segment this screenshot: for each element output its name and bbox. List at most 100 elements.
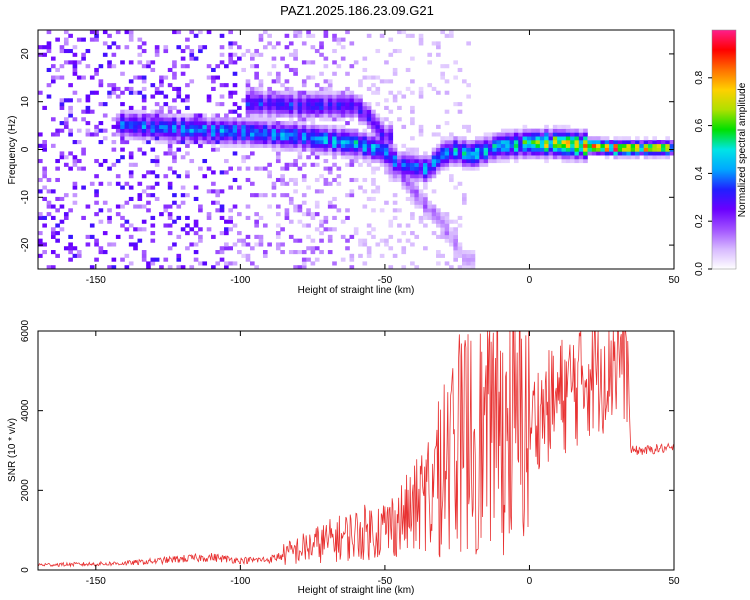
heatmap-cell xyxy=(375,117,381,122)
heatmap-cell xyxy=(544,132,549,137)
heatmap-cell xyxy=(427,83,433,88)
heatmap-cell xyxy=(314,151,320,156)
heatmap-cell xyxy=(332,33,337,38)
heatmap-cell xyxy=(297,204,303,209)
heatmap-cell xyxy=(405,181,411,186)
heatmap-cell xyxy=(401,30,407,35)
heatmap-cell xyxy=(94,189,99,194)
heatmap-cell xyxy=(262,124,268,129)
heatmap-cell xyxy=(323,166,329,171)
heatmap-cell xyxy=(522,151,528,156)
heatmap-cell xyxy=(483,147,489,152)
heatmap-cell xyxy=(219,215,225,220)
heatmap-cell xyxy=(185,132,190,137)
heatmap-cell xyxy=(397,105,402,110)
heatmap-cell xyxy=(375,155,381,160)
heatmap-cell xyxy=(228,124,233,129)
heatmap-cell xyxy=(505,151,510,156)
heatmap-cell xyxy=(293,250,298,255)
heatmap-cell xyxy=(159,79,164,84)
heatmap-cell xyxy=(219,94,225,99)
heatmap-cell xyxy=(479,140,484,145)
heatmap-cell xyxy=(449,136,454,141)
heatmap-cell xyxy=(487,151,493,156)
heatmap-cell xyxy=(228,185,233,190)
heatmap-cell xyxy=(474,140,480,145)
heatmap-cell xyxy=(379,136,385,141)
heatmap-cell xyxy=(224,227,229,232)
heatmap-cell xyxy=(172,136,177,141)
heatmap-cell xyxy=(254,102,259,107)
heatmap-cell xyxy=(63,30,69,35)
heatmap-cell xyxy=(431,219,437,224)
heatmap-cell xyxy=(431,155,437,160)
heatmap-cell xyxy=(332,196,337,202)
heatmap-cell xyxy=(137,181,143,186)
heatmap-cell xyxy=(332,105,337,110)
heatmap-cell xyxy=(583,155,588,160)
heatmap-cell xyxy=(38,215,43,220)
heatmap-cell xyxy=(371,181,376,186)
heatmap-cell xyxy=(42,242,47,247)
heatmap-cell xyxy=(444,143,450,148)
heatmap-cell xyxy=(215,121,221,126)
heatmap-cell xyxy=(492,140,497,145)
heatmap-cell xyxy=(293,140,298,145)
heatmap-cell xyxy=(345,113,350,118)
heatmap-cell xyxy=(128,132,134,137)
heatmap-cell xyxy=(297,30,303,35)
heatmap-cell xyxy=(462,193,467,198)
heatmap-cell xyxy=(535,147,541,152)
heatmap-cell xyxy=(180,227,186,232)
heatmap-cell xyxy=(345,105,350,110)
heatmap-cell xyxy=(275,102,281,107)
heatmap-cell xyxy=(345,246,350,251)
heatmap-cell xyxy=(665,147,670,152)
heatmap-cell xyxy=(288,124,294,129)
heatmap-cell xyxy=(323,181,329,186)
heatmap-cell xyxy=(293,48,298,54)
heatmap-cell xyxy=(366,136,372,141)
heatmap-cell xyxy=(262,223,268,228)
heatmap-cell xyxy=(423,185,428,190)
heatmap-cell xyxy=(418,37,424,42)
heatmap-cell xyxy=(284,215,290,220)
heatmap-cell xyxy=(306,147,311,152)
heatmap-cell xyxy=(327,170,333,175)
heatmap-cell xyxy=(483,143,489,148)
heatmap-cell xyxy=(518,140,523,145)
heatmap-cell xyxy=(397,166,402,171)
heatmap-cell xyxy=(124,227,130,232)
heatmap-cell xyxy=(423,193,428,198)
heatmap-cell xyxy=(193,196,199,202)
heatmap-cell xyxy=(474,162,480,167)
heatmap-cell xyxy=(436,261,441,266)
heatmap-cell xyxy=(284,132,290,137)
heatmap-cell xyxy=(180,121,186,126)
heatmap-cell xyxy=(146,117,151,122)
heatmap-cell xyxy=(639,151,645,156)
heatmap-cell xyxy=(353,113,359,118)
heatmap-cell xyxy=(349,90,355,95)
heatmap-cell xyxy=(275,98,281,103)
heatmap-cell xyxy=(323,56,329,61)
heatmap-cell xyxy=(288,234,294,239)
heatmap-cell xyxy=(202,117,208,122)
heatmap-cell xyxy=(319,117,324,122)
heatmap-cell xyxy=(306,94,311,99)
heatmap-cell xyxy=(366,155,372,160)
snr-x-tick-label: 50 xyxy=(668,576,680,587)
heatmap-cell xyxy=(557,124,562,129)
heatmap-cell xyxy=(526,128,532,133)
heatmap-cell xyxy=(366,223,372,228)
heatmap-cell xyxy=(397,117,402,122)
heatmap-cell xyxy=(496,147,502,152)
heatmap-cell xyxy=(384,155,389,160)
heatmap-cell xyxy=(444,223,450,228)
heatmap-cell xyxy=(405,162,411,167)
heatmap-cell xyxy=(479,155,484,160)
heatmap-cell xyxy=(280,250,285,255)
heatmap-cell xyxy=(46,189,52,194)
heatmap-cell xyxy=(648,155,653,160)
heatmap-cell xyxy=(245,177,251,183)
